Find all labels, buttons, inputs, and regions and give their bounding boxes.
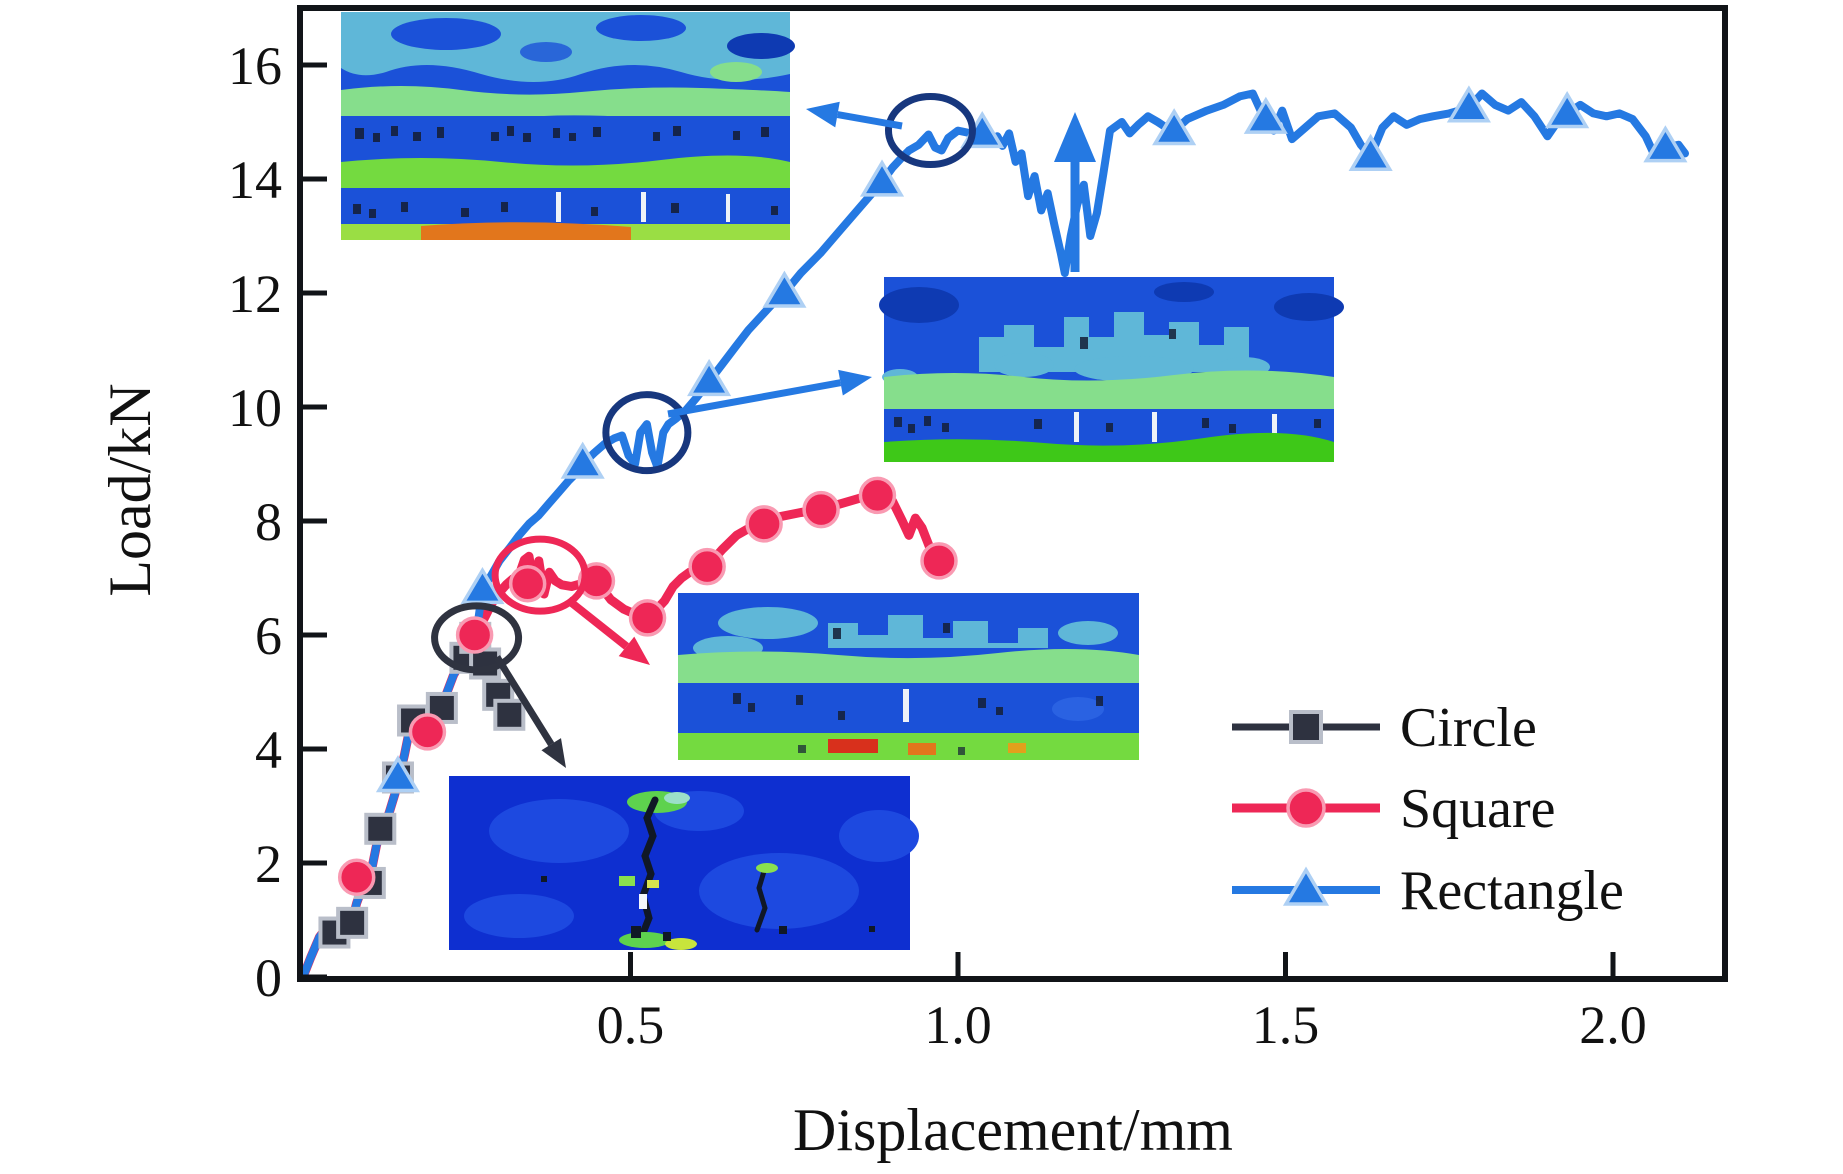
circle-peak-ellipse	[431, 602, 523, 674]
x-tick-label: 0.5	[597, 995, 665, 1055]
square-marker	[408, 713, 447, 751]
square-marker	[455, 616, 494, 654]
square-marker	[337, 858, 376, 896]
square-marker	[508, 564, 547, 603]
x-tick-label: 1.0	[924, 995, 992, 1055]
x-tick-label: 1.5	[1252, 995, 1320, 1055]
legend-marker-square-icon	[1289, 710, 1323, 744]
square-state-inset	[678, 593, 1139, 760]
x-axis-label: Displacement/mm	[793, 1097, 1233, 1163]
legend-label-rectangle: Rectangle	[1400, 860, 1624, 922]
circle-marker	[336, 906, 369, 939]
square-marker	[745, 505, 783, 543]
square-marker	[858, 476, 897, 515]
arrow-to-square-inset-head	[618, 636, 650, 665]
legend-label-circle: Circle	[1400, 697, 1537, 759]
legend-label-square: Square	[1400, 778, 1556, 840]
circle-early-damage-inset	[449, 776, 919, 950]
square-markers	[337, 476, 958, 896]
rectangle-top-ellipse	[884, 93, 976, 169]
rectangle-mid-state-inset	[879, 277, 1344, 462]
circle-marker	[364, 812, 397, 845]
y-tick-label: 14	[228, 150, 282, 210]
rectangle-marker	[375, 755, 421, 793]
square-marker	[688, 547, 726, 586]
square-peak-ellipse	[491, 535, 589, 615]
square-marker	[802, 490, 840, 529]
y-tick-label: 8	[255, 492, 282, 552]
axes-layer: 0.5 1.0 1.5 2.0 0 2 4 6 8 10 12 14 16	[228, 5, 1728, 1055]
rectangle-marker	[762, 270, 807, 308]
circle-marker	[493, 698, 526, 731]
rectangle-marker	[687, 358, 732, 397]
y-tick-label: 2	[255, 834, 282, 894]
y-tick-label: 16	[228, 36, 282, 96]
arrow-to-circle-inset-head	[541, 738, 566, 768]
rectangle-marker	[1152, 108, 1197, 146]
rectangle-marker	[1446, 85, 1491, 123]
rectangle-marker	[1643, 125, 1688, 163]
rectangle-marker	[460, 566, 505, 605]
arrow-to-mid-inset	[667, 379, 842, 418]
rectangle-markers	[375, 85, 1688, 793]
rectangle-marker	[859, 159, 905, 197]
arrow-to-mid-inset-head	[838, 369, 872, 396]
rectangle-marker	[1545, 91, 1590, 129]
arrow-to-square-inset	[565, 596, 629, 650]
rectangle-marker	[1243, 96, 1288, 134]
arrow-dip-up-head	[1054, 112, 1096, 162]
inset-layer	[341, 12, 1344, 950]
square-marker	[920, 542, 958, 580]
series-layer	[298, 85, 1689, 982]
x-tick-label: 2.0	[1579, 995, 1647, 1055]
arrow-to-final-inset-head	[806, 101, 840, 128]
square-marker	[628, 599, 667, 637]
plot-frame	[297, 5, 1728, 982]
legend-marker-circle-icon	[1286, 788, 1326, 828]
y-tick-label: 4	[255, 720, 282, 780]
y-tick-label: 10	[228, 378, 282, 438]
rectangle-marker	[560, 441, 605, 479]
y-tick-label: 0	[255, 948, 282, 1008]
rectangle-final-state-inset	[341, 12, 795, 240]
legend-marker-triangle-icon	[1282, 866, 1330, 906]
rectangle-marker	[1348, 133, 1393, 171]
legend: Circle Square Rectangle	[1232, 697, 1624, 922]
arrow-to-circle-inset	[494, 655, 555, 747]
arrow-to-final-inset	[836, 111, 903, 130]
y-tick-label: 6	[255, 606, 282, 666]
rectangle-mid-ellipse	[602, 391, 692, 475]
y-tick-label: 12	[228, 264, 282, 324]
annotation-layer	[431, 93, 1096, 768]
y-axis-label: Load/kN	[97, 383, 163, 596]
